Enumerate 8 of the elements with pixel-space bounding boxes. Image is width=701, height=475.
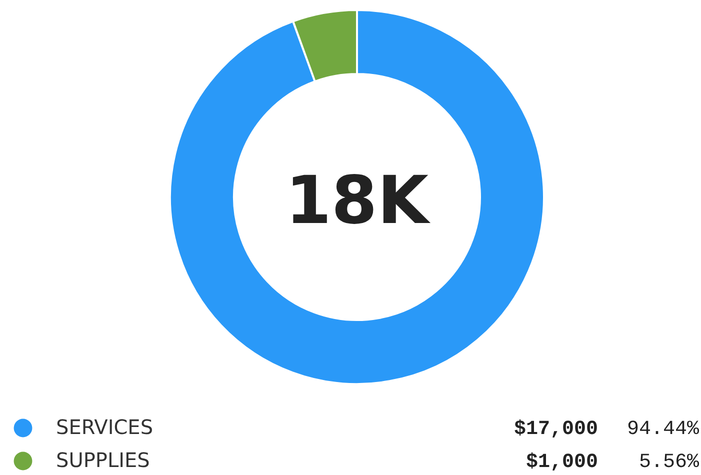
donut-slice xyxy=(169,9,545,385)
text: 18K xyxy=(286,162,432,239)
legend-label: SUPPLIES xyxy=(56,448,150,472)
data-label: $1,000 xyxy=(526,451,598,474)
text: 5.56% xyxy=(638,451,700,474)
data-label: $17,000 xyxy=(514,418,598,441)
legend-label: SERVICES xyxy=(56,415,154,439)
text: 94.44% xyxy=(626,418,700,441)
